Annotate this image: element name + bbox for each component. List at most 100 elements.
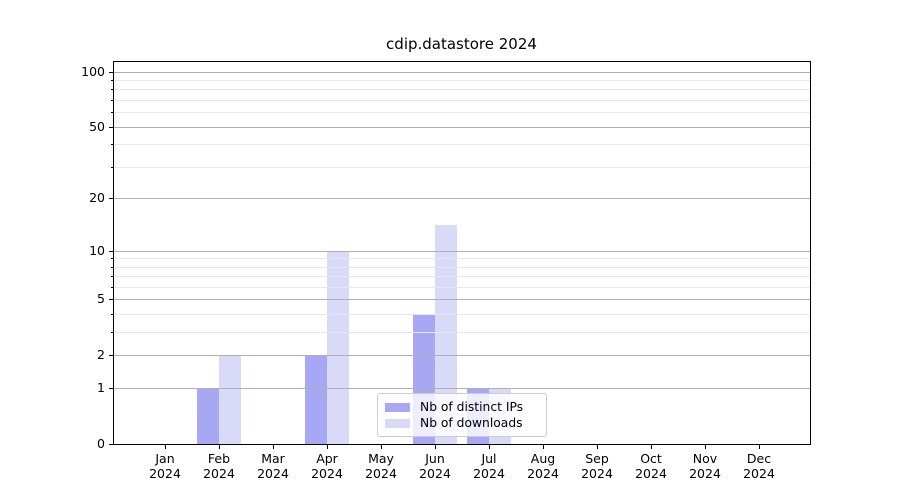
gridline-major [114, 388, 810, 389]
x-axis-tick-label: Apr 2024 [300, 451, 354, 481]
legend-swatch-downloads [385, 418, 410, 428]
gridline-minor [114, 258, 810, 259]
y-axis-tick [109, 388, 113, 389]
y-axis-tick [109, 251, 113, 252]
y-axis-tick [109, 198, 113, 199]
gridline-minor [114, 89, 810, 90]
x-tick-year: 2024 [257, 466, 289, 481]
gridline-major [114, 299, 810, 300]
y-axis-tick [109, 444, 113, 445]
x-tick-month: Apr [316, 451, 338, 466]
gridline-minor [114, 267, 810, 268]
x-tick-month: Mar [261, 451, 285, 466]
y-axis-tick-label: 0 [97, 436, 105, 451]
gridline-major [114, 72, 810, 73]
x-axis-tick [759, 445, 760, 449]
x-tick-year: 2024 [635, 466, 667, 481]
y-axis-minor-tick [111, 89, 113, 90]
x-tick-month: Oct [640, 451, 662, 466]
x-tick-year: 2024 [473, 466, 505, 481]
x-tick-month: Jul [481, 451, 497, 466]
y-axis-minor-tick [111, 80, 113, 81]
y-axis-minor-tick [111, 332, 113, 333]
gridline-minor [114, 287, 810, 288]
y-axis-minor-tick [111, 167, 113, 168]
y-axis-tick [109, 127, 113, 128]
x-tick-year: 2024 [419, 466, 451, 481]
y-axis-tick [109, 72, 113, 73]
y-axis-tick-label: 1 [97, 380, 105, 395]
y-axis-minor-tick [111, 276, 113, 277]
plot-spine-top [113, 61, 811, 62]
x-axis-tick [489, 445, 490, 449]
y-axis-tick-label: 100 [81, 64, 105, 79]
bar-nb-of-distinct-ips [305, 355, 327, 444]
x-tick-year: 2024 [689, 466, 721, 481]
x-tick-year: 2024 [203, 466, 235, 481]
gridline-minor [114, 167, 810, 168]
x-tick-year: 2024 [149, 466, 181, 481]
gridline-major [114, 198, 810, 199]
gridline-minor [114, 276, 810, 277]
legend-item-distinct-ips: Nb of distinct IPs [385, 399, 539, 415]
x-axis-tick-label: Jul 2024 [462, 451, 516, 481]
gridline-major [114, 127, 810, 128]
legend-label-downloads: Nb of downloads [420, 416, 523, 430]
y-axis-minor-tick [111, 258, 113, 259]
x-axis-tick [273, 445, 274, 449]
y-axis-minor-tick [111, 287, 113, 288]
x-tick-year: 2024 [365, 466, 397, 481]
x-axis-tick [597, 445, 598, 449]
x-axis-tick [327, 445, 328, 449]
x-axis-tick [381, 445, 382, 449]
gridline-major [114, 251, 810, 252]
x-axis-tick-label: May 2024 [354, 451, 408, 481]
x-axis-tick-label: Sep 2024 [570, 451, 624, 481]
x-tick-month: Aug [530, 451, 556, 466]
plot-spine-right [810, 61, 811, 445]
bar-nb-of-downloads [327, 251, 349, 444]
x-axis-tick-label: Aug 2024 [516, 451, 570, 481]
bar-nb-of-distinct-ips [197, 388, 219, 444]
legend: Nb of distinct IPs Nb of downloads [377, 393, 547, 437]
x-tick-month: Sep [585, 451, 609, 466]
y-axis-tick-label: 20 [89, 190, 105, 205]
x-axis-tick [165, 445, 166, 449]
x-axis-tick [219, 445, 220, 449]
x-axis-tick-label: Oct 2024 [624, 451, 678, 481]
y-axis-tick [109, 355, 113, 356]
y-axis-tick-label: 50 [89, 119, 105, 134]
y-axis-tick [109, 299, 113, 300]
gridline-minor [114, 112, 810, 113]
x-axis-tick-label: Nov 2024 [678, 451, 732, 481]
legend-item-downloads: Nb of downloads [385, 415, 539, 431]
x-axis-tick [435, 445, 436, 449]
y-axis-minor-tick [111, 112, 113, 113]
gridline-minor [114, 80, 810, 81]
legend-swatch-distinct-ips [385, 402, 410, 412]
x-tick-year: 2024 [527, 466, 559, 481]
x-axis-tick [705, 445, 706, 449]
gridline-minor [114, 332, 810, 333]
chart-title: cdip.datastore 2024 [386, 35, 537, 53]
x-tick-month: Jan [155, 451, 175, 466]
gridline-minor [114, 100, 810, 101]
x-axis-tick [543, 445, 544, 449]
bar-nb-of-downloads [435, 225, 457, 444]
x-tick-month: Nov [692, 451, 718, 466]
y-axis-tick-label: 10 [89, 243, 105, 258]
x-tick-month: Feb [207, 451, 231, 466]
gridline-minor [114, 314, 810, 315]
x-tick-year: 2024 [311, 466, 343, 481]
x-axis-tick [651, 445, 652, 449]
legend-label-distinct-ips: Nb of distinct IPs [420, 400, 524, 414]
x-axis-tick-label: Jun 2024 [408, 451, 462, 481]
y-axis-minor-tick [111, 100, 113, 101]
x-tick-year: 2024 [581, 466, 613, 481]
x-axis-tick-label: Mar 2024 [246, 451, 300, 481]
plot-spine-left [113, 61, 114, 445]
y-axis-tick-label: 2 [97, 347, 105, 362]
x-tick-month: Dec [746, 451, 772, 466]
x-tick-year: 2024 [743, 466, 775, 481]
